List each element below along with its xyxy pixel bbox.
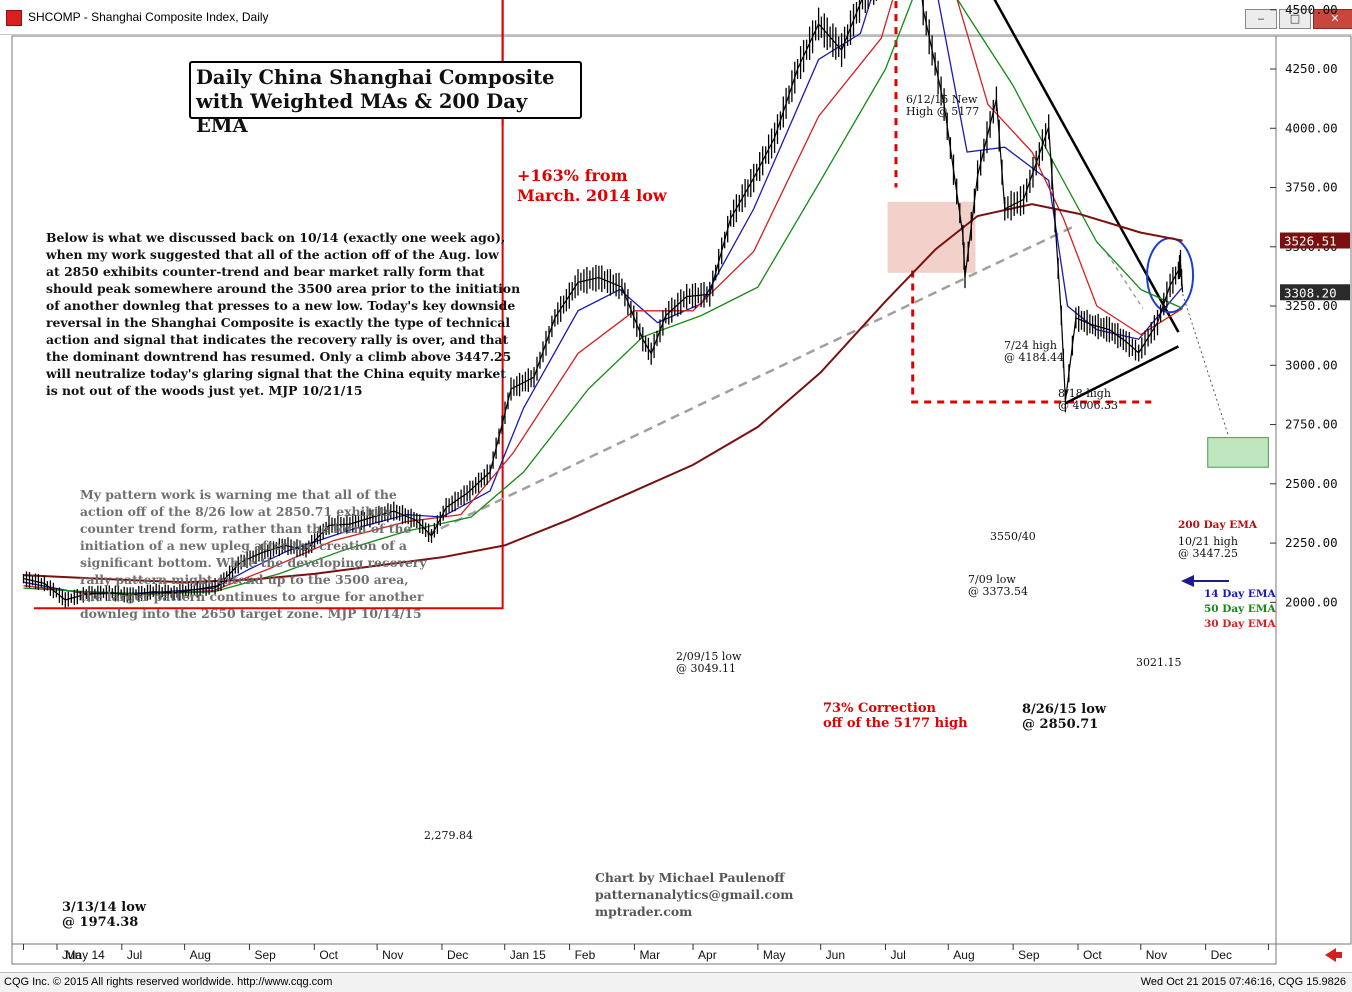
- x-tick-label: Oct: [319, 948, 338, 962]
- legend-entry: 50 Day EMA: [1204, 603, 1277, 615]
- annotation-label: 7/09 low @ 3373.54: [968, 573, 1028, 598]
- x-tick-label: Apr: [698, 948, 717, 962]
- uptrend-dashed-extension: [1106, 253, 1144, 309]
- minimize-button[interactable]: ‒: [1245, 9, 1277, 29]
- 200-day-ema-line: [23, 203, 1183, 584]
- footer-timestamp: Wed Oct 21 2015 07:46:16, CQG 15.9826: [1140, 976, 1346, 988]
- x-tick-label: Jun: [826, 948, 845, 962]
- y-tick-label: 2250.00: [1285, 535, 1338, 550]
- x-tick-label: Aug: [953, 948, 974, 962]
- y-tick-label: 4250.00: [1285, 61, 1338, 76]
- annotation-label: 7/24 high @ 4184.44: [1004, 339, 1064, 364]
- chart-credit: Chart by Michael Paulenoff patternanalyt…: [595, 870, 794, 919]
- x-tick-label: Dec: [447, 948, 468, 962]
- footer-copyright: CQG Inc. © 2015 All rights reserved worl…: [4, 976, 333, 988]
- annotation-label: 3021.15: [1136, 656, 1182, 669]
- y-tick-label: 3000.00: [1285, 357, 1338, 372]
- x-tick-label: Aug: [190, 948, 211, 962]
- x-tick-label: Sep: [1018, 948, 1040, 962]
- rally-bracket-top-line: [501, 0, 504, 126]
- x-tick-label: Jan 15: [510, 948, 546, 962]
- y-tick-label: 4000.00: [1285, 120, 1338, 135]
- scroll-left-icon: [1325, 948, 1342, 962]
- last-price-tag: [1280, 284, 1350, 301]
- commentary-text: Below is what we discussed back on 10/14…: [46, 230, 521, 398]
- maximize-button[interactable]: □: [1279, 9, 1311, 29]
- downtrend-line: [993, 0, 1180, 333]
- x-tick-label: Jul: [127, 948, 142, 962]
- x-tick-label: Nov: [382, 948, 403, 962]
- x-tick-label: May 14: [66, 948, 106, 962]
- 30-day-ema-line: [23, 0, 1183, 595]
- rally-percent-label: +163% from March. 2014 low: [517, 166, 668, 205]
- annotation-label: 10/21 high @ 3447.25: [1178, 535, 1238, 560]
- annotation-label: 6/12/15 New High @ 5177: [906, 93, 979, 118]
- y-tick-label: 2000.00: [1285, 594, 1338, 609]
- last-price-tag-text: 3308.20: [1284, 285, 1337, 300]
- y-axis-panel: [1275, 35, 1352, 945]
- x-tick-label: Sep: [254, 948, 276, 962]
- ema200-label: 200 Day EMA: [1178, 519, 1258, 531]
- 50-day-ema-line: [23, 0, 1183, 595]
- legend-entry: 14 Day EMA: [1204, 588, 1277, 600]
- y-tick-label: 3750.00: [1285, 180, 1338, 195]
- annotation-label: 8/26/15 low @ 2850.71: [1022, 702, 1107, 732]
- chart-title: Daily China Shanghai Composite with Weig…: [189, 61, 582, 137]
- ema200-price-tag-text: 3526.51: [1284, 234, 1337, 249]
- left-arrow-icon: [1181, 575, 1194, 587]
- annotation-label: 2/09/15 low @ 3049.11: [676, 650, 742, 675]
- window-titlebar: SHCOMP - Shanghai Composite Index, Daily…: [0, 0, 1352, 35]
- annotation-label: 3/13/14 low @ 1974.38: [62, 900, 147, 930]
- rally-bracket-line: [33, 0, 504, 610]
- x-tick-label: Oct: [1083, 948, 1102, 962]
- support-zone-shade: [887, 201, 976, 273]
- app-icon: [6, 10, 22, 26]
- window-title: SHCOMP - Shanghai Composite Index, Daily: [28, 10, 269, 24]
- x-tick-label: Mar: [639, 948, 660, 962]
- x-tick-label: Nov: [1146, 948, 1167, 962]
- y-tick-label: 2750.00: [1285, 417, 1338, 432]
- correction-label: 73% Correction off of the 5177 high: [823, 701, 968, 731]
- ema200-price-tag: [1280, 232, 1350, 249]
- x-tick-label: May: [763, 948, 786, 962]
- x-tick-label: Dec: [1211, 948, 1232, 962]
- support-trend-line: [1064, 345, 1179, 405]
- y-tick-label: 4500.00: [1285, 2, 1338, 17]
- legend-entry: 30 Day EMA: [1204, 618, 1277, 630]
- annotation-label: 3550/40: [990, 530, 1036, 543]
- y-tick-label: 3250.00: [1285, 298, 1338, 313]
- price-chart[interactable]: 6/12/15 New High @ 5177 7/24 high @ 4184.44…: [0, 0, 1352, 972]
- correction-bracket-lower: [911, 270, 1152, 404]
- status-footer: CQG Inc. © 2015 All rights reserved worl…: [0, 972, 1352, 992]
- x-tick-label: Jun: [62, 948, 81, 962]
- annotation-label: 2,279.84: [424, 829, 473, 842]
- pattern-note-text: My pattern work is warning me that all o…: [80, 487, 427, 621]
- annotation-label: 8/18 high @ 4006.33: [1058, 387, 1118, 412]
- close-button[interactable]: ✕: [1313, 9, 1352, 29]
- x-axis-panel: [11, 943, 1277, 965]
- target-zone-box: [1207, 437, 1269, 468]
- y-tick-label: 2500.00: [1285, 476, 1338, 491]
- projection-dotted-line: [1182, 294, 1230, 437]
- x-tick-label: Jul: [891, 948, 906, 962]
- x-tick-label: Feb: [575, 948, 596, 962]
